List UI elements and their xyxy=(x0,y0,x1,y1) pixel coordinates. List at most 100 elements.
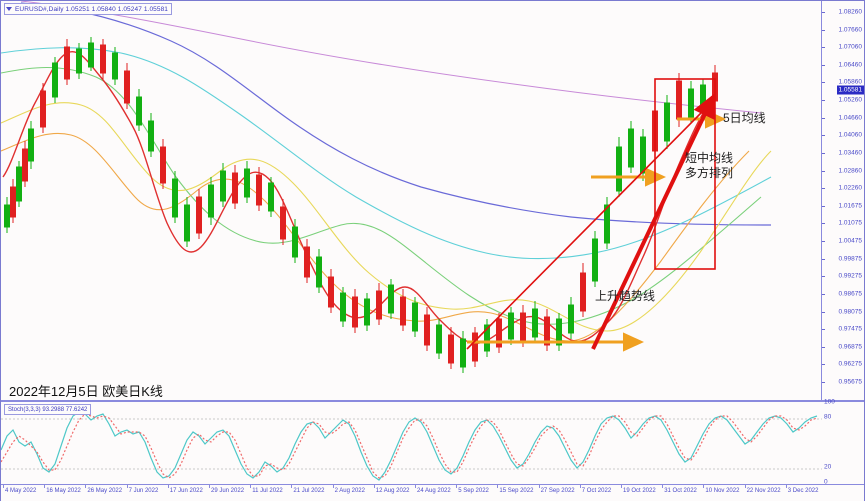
price-tick-mark xyxy=(822,117,825,119)
price-tick-label: 0.96875 xyxy=(838,343,863,351)
date-tick-label: 22 Nov 2022 xyxy=(746,488,781,494)
candlestick-series xyxy=(4,37,718,373)
price-tick-mark xyxy=(822,293,825,295)
date-tick-label: 19 Oct 2022 xyxy=(623,488,656,494)
date-tick-label: 21 Jul 2022 xyxy=(293,488,325,494)
price-tick-mark xyxy=(822,47,825,49)
stoch-k-line xyxy=(1,411,818,481)
price-chart-canvas xyxy=(1,1,772,373)
uptrend-arrow xyxy=(591,93,716,350)
stoch-tick-label: 20 xyxy=(824,463,832,471)
axis-separator xyxy=(821,1,822,484)
date-tick-label: 10 Nov 2022 xyxy=(705,488,740,494)
date-tick-label: 15 Sep 2022 xyxy=(499,488,534,494)
symbol-header-text: EURUSD#,Daily 1.05251 1.05840 1.05247 1.… xyxy=(15,5,169,13)
annotation-ma5: 5日均线 xyxy=(723,111,766,125)
symbol-header[interactable]: EURUSD#,Daily 1.05251 1.05840 1.05247 1.… xyxy=(4,3,173,15)
date-axis[interactable]: 4 May 2022 16 May 2022 26 May 2022 7 Jun 20… xyxy=(1,484,864,501)
price-tick-label: 0.99275 xyxy=(838,272,863,280)
date-tick-label: 12 Aug 2022 xyxy=(375,488,410,494)
price-tick-label: 1.01675 xyxy=(838,202,863,210)
stochastic-pane[interactable]: Stoch(3,3,3) 93.2988 77.6242 xyxy=(1,400,864,486)
price-tick-label: 1.04060 xyxy=(838,131,863,139)
price-tick-label: 1.07060 xyxy=(838,43,863,51)
date-tick-mark xyxy=(44,485,46,488)
date-tick-mark xyxy=(332,485,334,488)
price-tick-label: 1.02860 xyxy=(838,167,863,175)
price-tick-mark xyxy=(822,29,825,31)
annotation-ma-bullish: 短中均线 多方排列 xyxy=(685,151,733,181)
price-tick-label: 1.00475 xyxy=(838,237,863,245)
annotation-ma-bullish-line1: 短中均线 xyxy=(685,151,734,165)
uptrend-line xyxy=(466,112,702,350)
price-tick-mark xyxy=(822,258,825,260)
date-tick-label: 7 Oct 2022 xyxy=(581,488,612,494)
price-tick-label: 1.07660 xyxy=(838,26,863,34)
date-tick-mark xyxy=(497,485,499,488)
price-tick-label: 1.01075 xyxy=(838,219,863,227)
date-tick-mark xyxy=(250,485,252,488)
chevron-down-icon[interactable] xyxy=(6,7,12,11)
indicator-header[interactable]: Stoch(3,3,3) 93.2988 77.6242 xyxy=(4,404,92,415)
date-tick-mark xyxy=(579,485,581,488)
price-tick-label: 0.95675 xyxy=(838,378,863,386)
date-tick-label: 31 Oct 2022 xyxy=(664,488,697,494)
stoch-d-line xyxy=(1,413,818,479)
price-tick-label: 1.06460 xyxy=(838,61,863,69)
date-tick-mark xyxy=(415,485,416,488)
stoch-tick-label: 80 xyxy=(824,413,832,421)
price-tick-label: 1.08260 xyxy=(838,8,863,16)
date-tick-mark xyxy=(703,485,705,488)
price-tick-mark xyxy=(822,329,825,331)
price-tick-label: 1.02260 xyxy=(838,184,863,192)
price-tick-mark xyxy=(822,364,825,366)
date-tick-mark xyxy=(744,485,746,488)
date-tick-label: 27 Sep 2022 xyxy=(540,488,575,494)
date-tick-mark xyxy=(456,485,458,488)
date-tick-mark xyxy=(85,485,87,488)
stoch-tick-label: 100 xyxy=(824,398,835,406)
date-tick-mark xyxy=(209,485,210,488)
stochastic-canvas xyxy=(1,411,822,481)
date-tick-mark xyxy=(3,485,4,488)
date-tick-mark xyxy=(126,485,128,488)
date-tick-label: 24 Aug 2022 xyxy=(417,488,451,494)
price-tick-label: 1.03460 xyxy=(838,149,863,157)
date-tick-label: 5 Sep 2022 xyxy=(458,488,489,494)
price-tick-label: 0.98075 xyxy=(838,308,863,316)
current-price-label: 1.05581 xyxy=(836,85,864,95)
annotation-ma-bullish-line2: 多方排列 xyxy=(685,166,734,180)
date-tick-label: 26 May 2022 xyxy=(87,488,123,494)
price-tick-mark xyxy=(822,346,825,348)
date-tick-mark xyxy=(621,485,622,488)
date-tick-mark xyxy=(785,485,787,488)
date-tick-label: 4 May 2022 xyxy=(5,488,37,494)
date-tick-label: 2 Aug 2022 xyxy=(334,488,365,494)
date-tick-mark xyxy=(373,485,375,488)
price-tick-mark xyxy=(822,276,825,278)
price-tick-label: 0.98675 xyxy=(838,290,863,298)
date-tick-label: 16 May 2022 xyxy=(46,488,81,494)
price-tick-mark xyxy=(822,311,825,313)
date-tick-label: 29 Jun 2022 xyxy=(211,488,245,494)
price-tick-mark xyxy=(822,152,825,154)
price-tick-mark xyxy=(822,100,825,102)
price-tick-mark xyxy=(822,241,825,243)
chart-title: 2022年12月5日 欧美日K线 xyxy=(9,384,163,398)
price-tick-mark xyxy=(822,135,825,137)
date-tick-label: 3 Dec 2022 xyxy=(787,488,819,494)
indicator-header-text: Stoch(3,3,3) 93.2988 77.6242 xyxy=(8,406,88,413)
annotation-uptrend: 上升趋势线 xyxy=(595,289,656,303)
date-tick-mark xyxy=(662,485,664,488)
price-tick-label: 0.97475 xyxy=(838,325,863,333)
date-tick-mark xyxy=(291,485,293,488)
date-tick-label: 7 Jun 2022 xyxy=(128,488,159,494)
price-tick-label: 1.04660 xyxy=(838,114,863,122)
date-tick-label: 11 Jul 2022 xyxy=(252,488,283,494)
date-tick-mark xyxy=(538,485,540,488)
price-tick-mark xyxy=(822,64,825,66)
price-chart-pane[interactable]: EURUSD#,Daily 1.05251 1.05840 1.05247 1.… xyxy=(1,1,864,398)
price-tick-label: 0.96275 xyxy=(838,360,863,368)
price-tick-mark xyxy=(822,382,825,383)
price-tick-label: 0.99875 xyxy=(838,255,863,263)
